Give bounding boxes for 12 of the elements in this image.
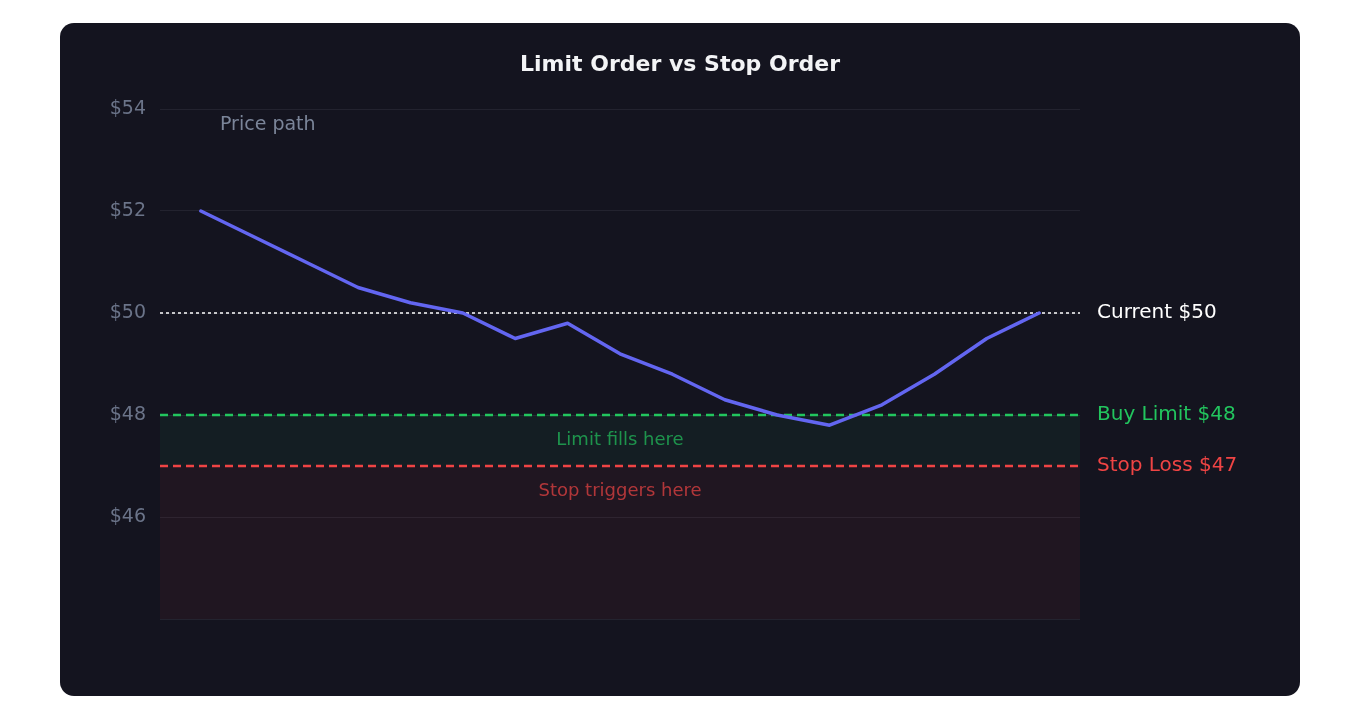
band-label: Stop triggers here <box>538 478 702 500</box>
band-label: Limit fills here <box>556 427 684 449</box>
y-tick-label: $48 <box>109 401 146 424</box>
ref-line-label: Current $50 <box>1097 299 1217 324</box>
y-tick-label: $52 <box>109 197 146 220</box>
y-tick-label: $50 <box>109 299 146 322</box>
annotation: Price path <box>220 111 316 134</box>
y-tick-label: $46 <box>109 503 146 526</box>
chart-title: Limit Order vs Stop Order <box>520 50 841 76</box>
ref-line-label: Stop Loss $47 <box>1097 452 1238 477</box>
ref-line-label: Buy Limit $48 <box>1097 401 1236 426</box>
y-tick-label: $54 <box>109 95 146 118</box>
